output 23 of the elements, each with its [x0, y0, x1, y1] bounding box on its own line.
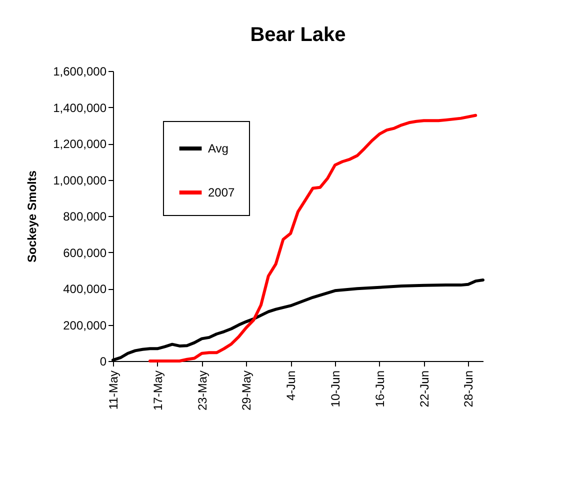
y-tick-label: 1,600,000	[53, 64, 107, 78]
legend-label: Avg	[208, 142, 228, 156]
y-tick-label: 200,000	[63, 318, 107, 332]
y-tick-label: 1,200,000	[53, 137, 107, 151]
y-tick-label: 400,000	[63, 282, 107, 296]
y-tick-label: 1,400,000	[53, 100, 107, 115]
x-tick-label: 28-Jun	[462, 370, 476, 408]
x-tick-label: 4-Jun	[284, 370, 298, 401]
y-tick-label: 0	[100, 354, 107, 368]
legend-label: 2007	[208, 186, 236, 200]
x-tick-label: 16-Jun	[372, 370, 387, 408]
x-tick-label: 17-May	[150, 370, 165, 411]
x-tick-label: 29-May	[240, 370, 254, 411]
x-tick-label: 10-Jun	[328, 370, 342, 408]
y-tick-label: 1,000,000	[53, 173, 107, 188]
y-tick-label: 800,000	[63, 210, 107, 224]
x-tick-label: 22-Jun	[417, 370, 432, 408]
y-tick-label: 600,000	[63, 246, 107, 260]
x-tick-label: 11-May	[106, 370, 120, 410]
y-axis-title: Sockeye Smolts	[25, 170, 40, 263]
line-series	[148, 114, 478, 362]
chart-title: Bear Lake	[250, 24, 346, 46]
x-tick-label: 23-May	[195, 370, 210, 411]
